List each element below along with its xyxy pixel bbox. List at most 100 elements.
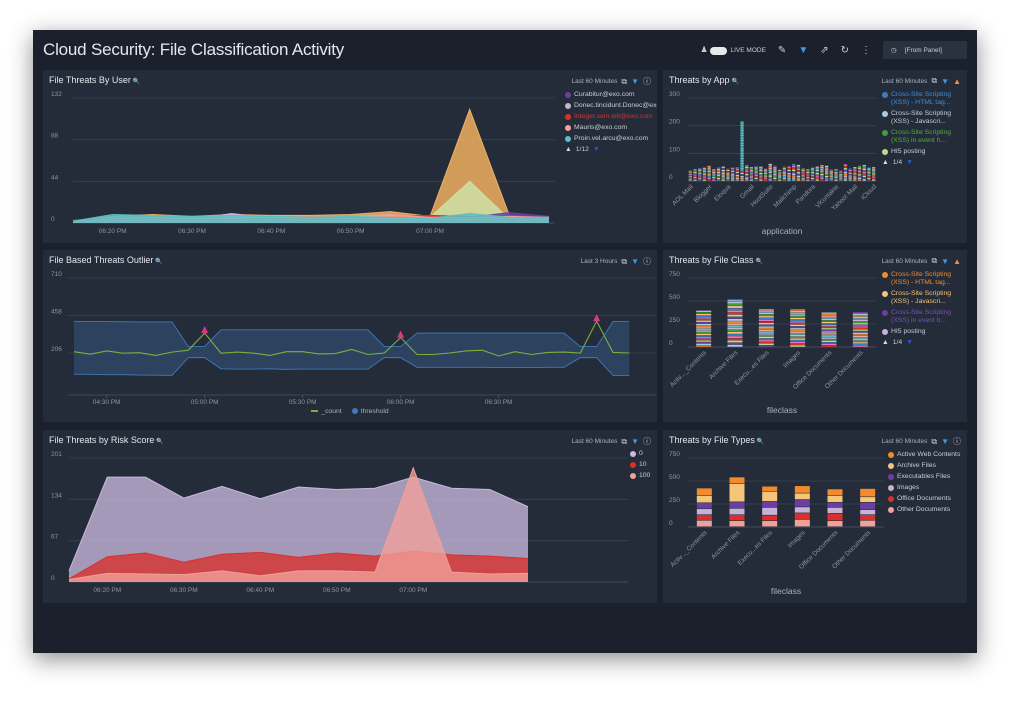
bar[interactable] <box>759 166 763 181</box>
bar[interactable] <box>729 477 745 527</box>
outlier-marker[interactable] <box>397 330 405 338</box>
zoom-magnifier-icon[interactable]: 🔍 <box>132 79 141 85</box>
copy-icon[interactable]: ⧉ <box>931 76 938 85</box>
bar[interactable] <box>727 299 743 347</box>
legend-next-icon[interactable]: ▼ <box>906 339 913 346</box>
panel-title[interactable]: Threats by File Types 🔍 <box>669 435 764 445</box>
copy-icon[interactable]: ⧉ <box>621 436 628 446</box>
bar[interactable] <box>731 167 735 181</box>
legend-item[interactable]: HI5 posting <box>882 328 964 336</box>
panel-time-range[interactable]: Last 60 Minutes <box>571 438 618 445</box>
legend-item[interactable]: _count <box>311 408 342 415</box>
bar[interactable] <box>707 165 711 181</box>
legend-prev-icon[interactable]: ▲ <box>882 159 889 166</box>
bar[interactable] <box>790 309 806 347</box>
panel-time-range[interactable]: Last 60 Minutes <box>881 77 928 85</box>
outlier-marker[interactable] <box>593 314 601 322</box>
legend-item[interactable]: 10 <box>630 461 655 469</box>
bar[interactable] <box>825 165 829 181</box>
panel-title[interactable]: File Threats By User 🔍 <box>49 75 140 85</box>
bar[interactable] <box>758 309 774 347</box>
warning-icon[interactable]: ▲ <box>953 256 961 266</box>
legend-item[interactable]: Active Web Contents <box>888 451 966 459</box>
zoom-magnifier-icon[interactable]: 🔍 <box>731 79 740 85</box>
panel-title[interactable]: Threats by File Class 🔍 <box>669 255 763 265</box>
info-icon[interactable]: ⓘ <box>643 437 651 446</box>
legend-item[interactable]: Cross-Site Scripting (XSS) - Javascri... <box>882 290 964 306</box>
legend-item[interactable]: Cross-Site Scripting (XSS) in event h... <box>882 129 964 145</box>
filter-icon[interactable]: ▼ <box>631 77 639 86</box>
filter-icon[interactable]: ▼ <box>941 256 950 266</box>
panel-title[interactable]: File Based Threats Outlier 🔍 <box>49 255 163 265</box>
bar[interactable] <box>762 486 778 527</box>
legend-item[interactable]: 100 <box>630 472 655 480</box>
filter-icon[interactable]: ▼ <box>941 437 949 446</box>
copy-icon[interactable]: ⧉ <box>931 436 938 446</box>
bar[interactable] <box>860 488 876 527</box>
bar[interactable] <box>862 164 866 181</box>
bar[interactable] <box>853 167 857 181</box>
bar[interactable] <box>693 169 697 181</box>
legend-item[interactable]: Proin.vel.arcu@exo.com <box>565 135 653 143</box>
bar[interactable] <box>867 167 871 181</box>
bar[interactable] <box>763 168 768 181</box>
legend-next-icon[interactable]: ▼ <box>592 146 600 153</box>
panel-time-range[interactable]: Last 60 Minutes <box>571 78 618 85</box>
info-icon[interactable]: ⓘ <box>953 437 961 446</box>
copy-icon[interactable]: ⧉ <box>931 256 938 265</box>
legend-item[interactable]: threshold <box>351 408 389 415</box>
bar[interactable] <box>810 167 815 181</box>
legend-next-icon[interactable]: ▼ <box>906 159 913 166</box>
legend-item[interactable]: Mauris@exo.com <box>565 124 653 132</box>
bar[interactable] <box>843 164 848 181</box>
bar[interactable] <box>834 169 838 181</box>
panel-time-range[interactable]: Last 3 Hours <box>580 258 618 265</box>
bar[interactable] <box>768 163 772 181</box>
legend-item[interactable]: Cross-Site Scripting (XSS) - HTML tag... <box>882 91 964 107</box>
bar[interactable] <box>702 167 707 181</box>
filter-icon[interactable]: ▼ <box>631 257 639 266</box>
copy-icon[interactable]: ⧉ <box>621 256 628 266</box>
bar[interactable] <box>782 166 786 181</box>
bar[interactable] <box>688 170 692 181</box>
copy-icon[interactable]: ⧉ <box>621 76 628 86</box>
bar[interactable] <box>712 169 716 181</box>
bar[interactable] <box>872 167 876 181</box>
panel-time-range[interactable]: Last 60 Minutes <box>881 438 928 445</box>
legend-item[interactable]: Curabitur@exo.com <box>565 91 653 99</box>
bar[interactable] <box>796 164 801 181</box>
live-mode-toggle[interactable]: ♟ LIVE MODE <box>701 45 766 55</box>
bar[interactable] <box>857 165 862 181</box>
bar[interactable] <box>735 167 739 181</box>
legend-item[interactable]: Other Documents <box>888 506 966 514</box>
legend-item[interactable]: Cross-Site Scripting (XSS) in event h... <box>882 309 964 325</box>
bar[interactable] <box>696 488 712 527</box>
zoom-magnifier-icon[interactable]: 🔍 <box>155 259 163 265</box>
panel-title[interactable]: File Threats by Risk Score 🔍 <box>49 435 164 445</box>
info-icon[interactable]: ⓘ <box>643 257 651 266</box>
panel-time-range[interactable]: Last 60 Minutes <box>881 257 928 265</box>
bar[interactable] <box>778 169 782 181</box>
bar[interactable] <box>716 167 721 181</box>
legend-item[interactable]: Cross-Site Scripting (XSS) - Javascri... <box>882 110 964 126</box>
legend-item[interactable]: HI5 posting <box>882 148 964 156</box>
bar[interactable] <box>839 170 843 181</box>
bar[interactable] <box>794 486 810 527</box>
legend-item[interactable]: Executables Files <box>888 473 966 481</box>
more-icon[interactable]: ⋮ <box>861 44 871 56</box>
legend-item[interactable]: Images <box>888 484 966 492</box>
bar[interactable] <box>801 168 805 181</box>
bar[interactable] <box>829 169 833 181</box>
zoom-magnifier-icon[interactable]: 🔍 <box>156 439 164 445</box>
bar[interactable] <box>698 168 702 181</box>
bar[interactable] <box>696 310 712 347</box>
bar[interactable] <box>726 168 730 181</box>
refresh-icon[interactable]: ↻ <box>840 44 849 56</box>
bar[interactable] <box>792 163 796 181</box>
filter-icon[interactable]: ▼ <box>941 76 950 86</box>
bar[interactable] <box>820 164 824 181</box>
legend-item[interactable]: Donec.tincidunt.Donec@exo.com <box>565 102 657 110</box>
bar[interactable] <box>745 164 749 181</box>
legend-item[interactable]: 0 <box>630 450 655 458</box>
bar[interactable] <box>754 166 758 181</box>
